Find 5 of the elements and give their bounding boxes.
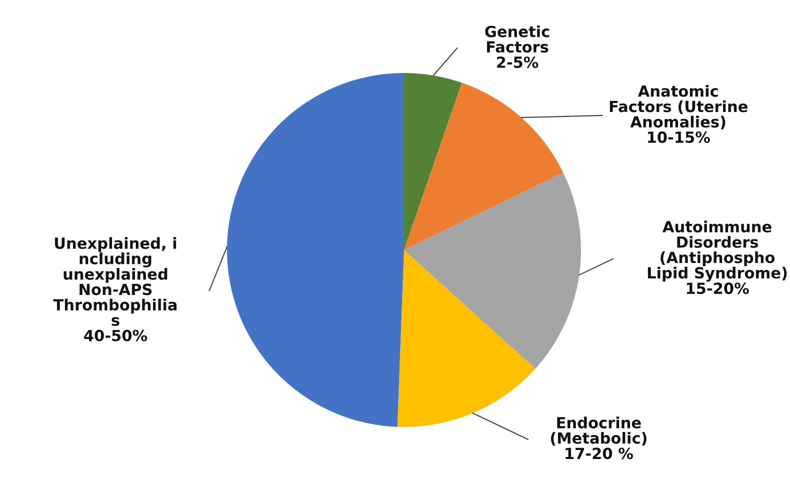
- slice-label: Autoimmune Disorders (Antiphospho Lipid Syndrome) 15-20%: [648, 220, 787, 294]
- slice-label: Genetic Factors 2-5%: [485, 25, 550, 68]
- slice-label: Anatomic Factors (Uterine Anomalies) 10-15%: [610, 85, 748, 143]
- slice-label: Unexplained, i ncluding unexplained Non-APS Thrombophilia s 40-50%: [53, 237, 177, 342]
- slice-label: Endocrine (Metabolic) 17-20 %: [550, 416, 646, 460]
